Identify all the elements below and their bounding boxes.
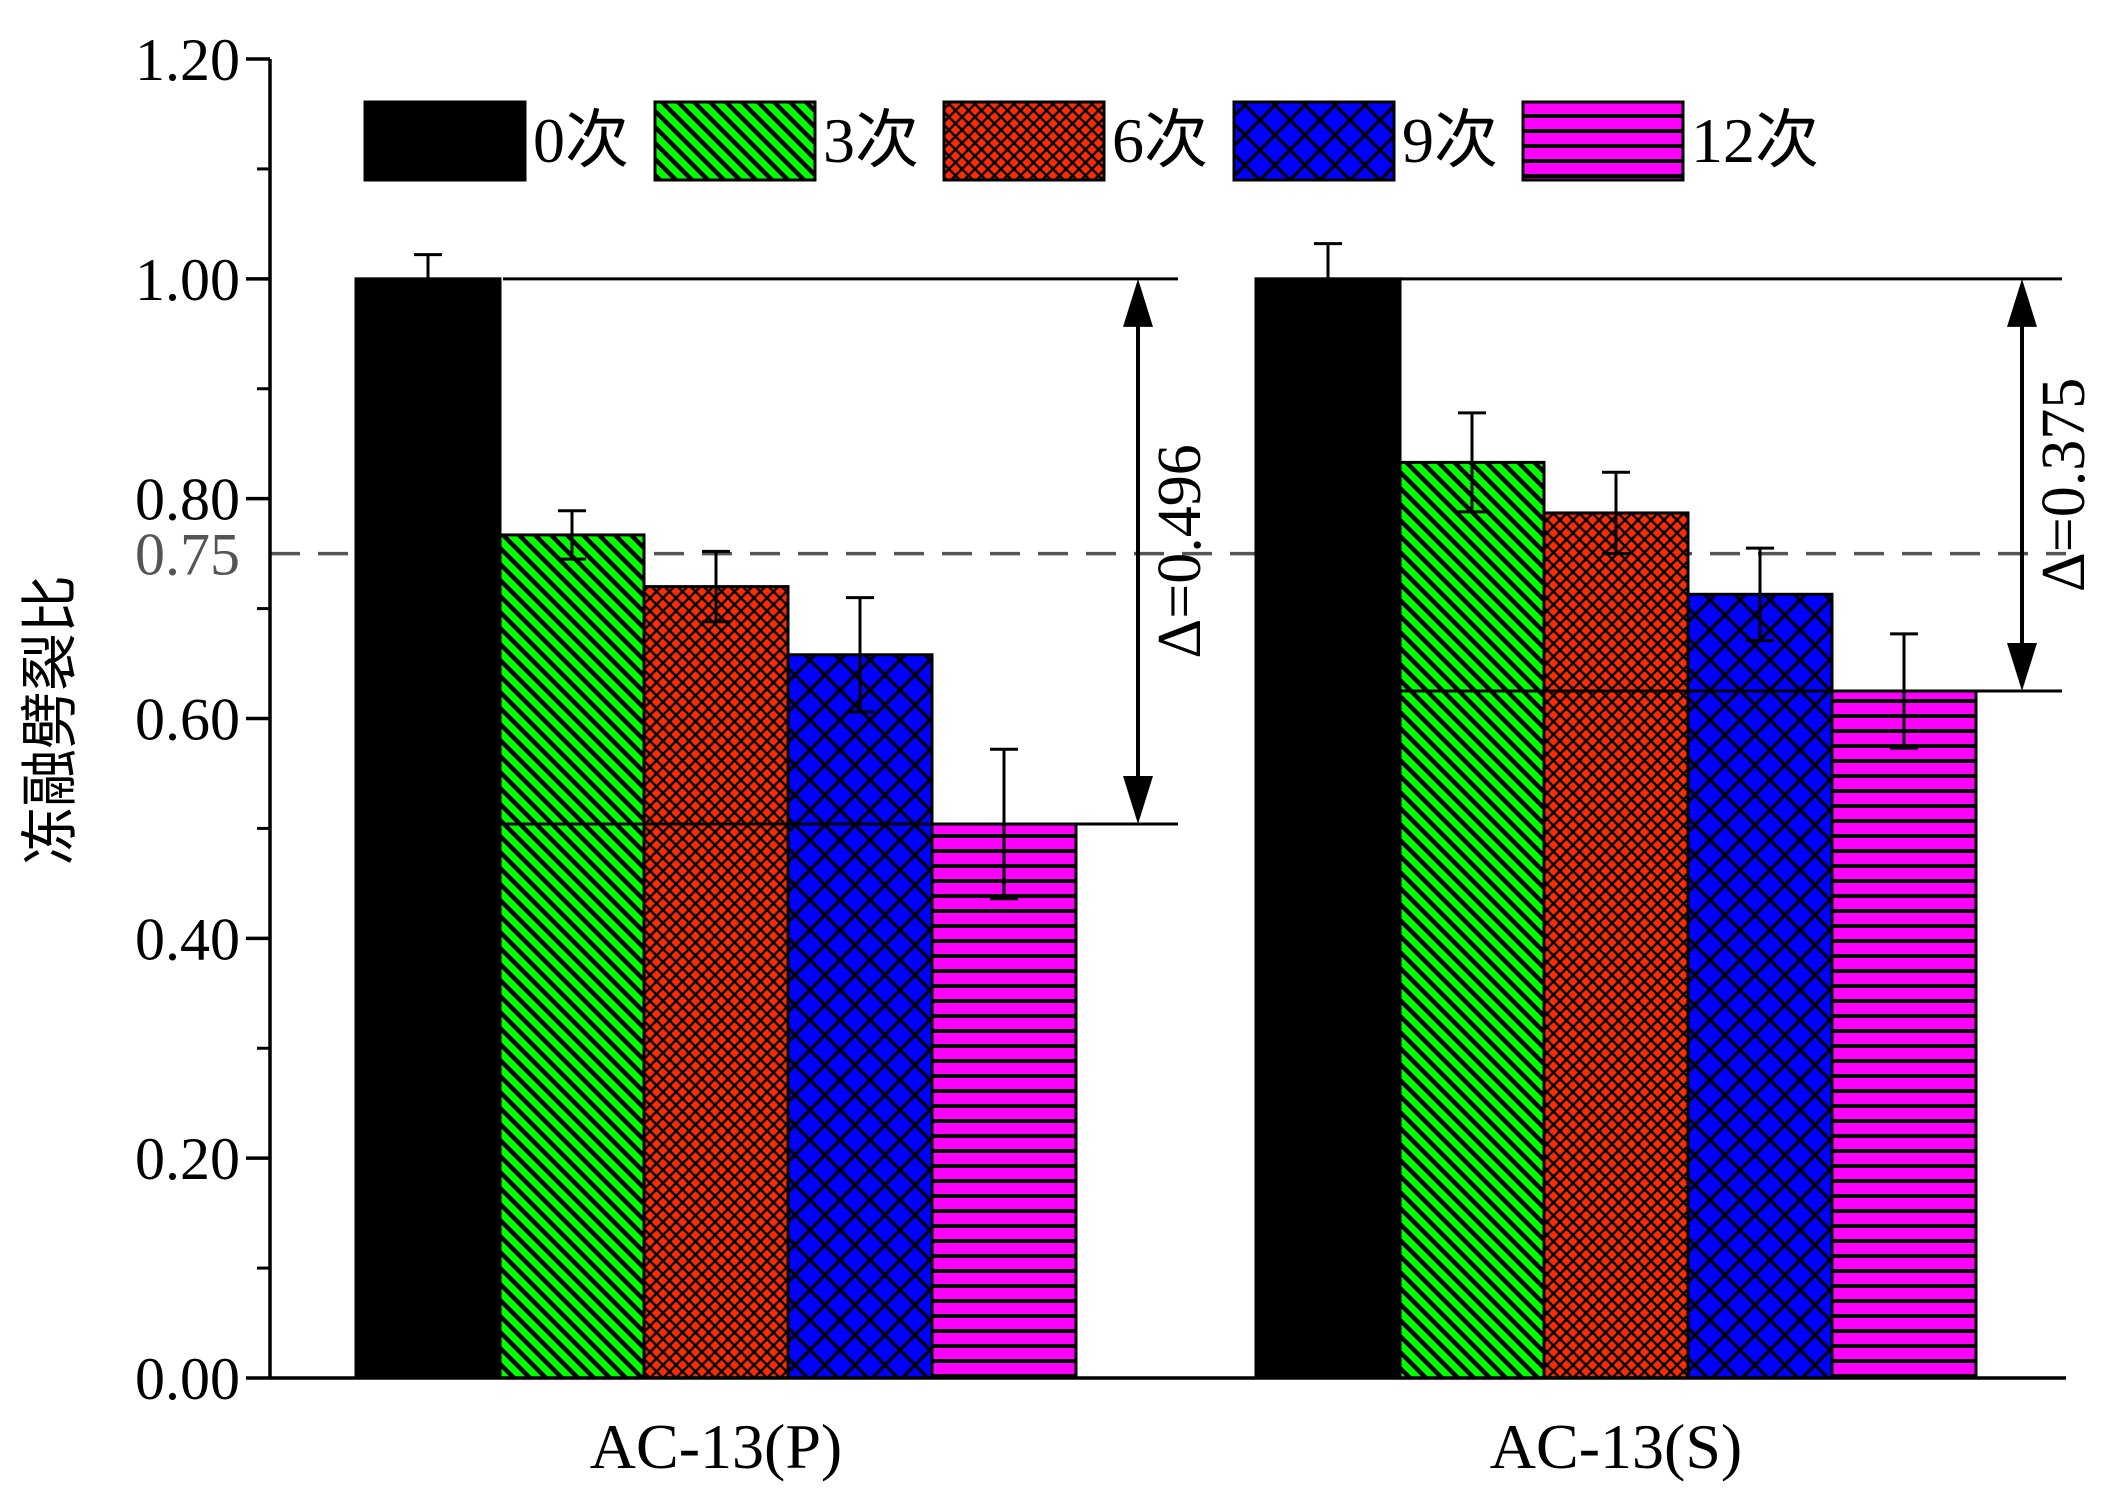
y-tick-label: 0.40 xyxy=(135,906,240,972)
bars-group xyxy=(354,242,1978,1380)
bar xyxy=(1686,592,1834,1380)
bar xyxy=(786,653,934,1380)
bar xyxy=(642,585,790,1380)
y-tick-label: 0.80 xyxy=(135,467,240,533)
legend-swatch xyxy=(942,100,1106,182)
y-tick-label: 0.60 xyxy=(135,687,240,753)
annotation-arrow-head-down xyxy=(1123,776,1153,825)
legend-swatch xyxy=(653,100,817,182)
legend-label: 3次 xyxy=(823,105,919,176)
legend-label: 12次 xyxy=(1691,105,1819,176)
legend-swatch xyxy=(363,100,527,182)
axes-group: 0.00 0.20 0.40 0.60 0.80 1.00 1.20 冻融劈裂比 AC-13(P… xyxy=(16,27,2066,1482)
y-tick-label: 0.20 xyxy=(135,1126,240,1192)
y-axis-title: 冻融劈裂比 xyxy=(16,575,84,865)
reference-line-label: 0.75 xyxy=(135,522,240,588)
legend-label: 6次 xyxy=(1112,105,1208,176)
bar xyxy=(1830,689,1978,1380)
bar xyxy=(1254,277,1402,1380)
x-category-label: AC-13(P) xyxy=(590,1411,842,1482)
legend-swatch xyxy=(1521,100,1685,182)
legend-label: 0次 xyxy=(533,105,629,176)
bar xyxy=(498,533,646,1380)
bar xyxy=(930,822,1078,1380)
annotation-arrow-head-up xyxy=(2007,278,2037,327)
annotation-arrow-head-down xyxy=(2007,643,2037,692)
y-tick-label: 0.00 xyxy=(135,1346,240,1412)
legend: 0次 3次 6次 9次 12次 xyxy=(363,100,1819,182)
bar xyxy=(354,277,502,1380)
annotation-arrow-head-up xyxy=(1123,278,1153,327)
y-tick-label: 1.20 xyxy=(135,27,240,93)
legend-label: 9次 xyxy=(1402,105,1498,176)
bar xyxy=(1542,511,1690,1380)
bar xyxy=(1398,460,1546,1380)
y-tick-label: 1.00 xyxy=(135,247,240,313)
x-category-label: AC-13(S) xyxy=(1490,1411,1742,1482)
annotation-label: Δ=0.496 xyxy=(1146,444,1214,658)
legend-swatch xyxy=(1232,100,1396,182)
annotation-label: Δ=0.375 xyxy=(2030,378,2098,592)
annotations-group: Δ=0.496 Δ=0.375 xyxy=(503,277,2098,826)
